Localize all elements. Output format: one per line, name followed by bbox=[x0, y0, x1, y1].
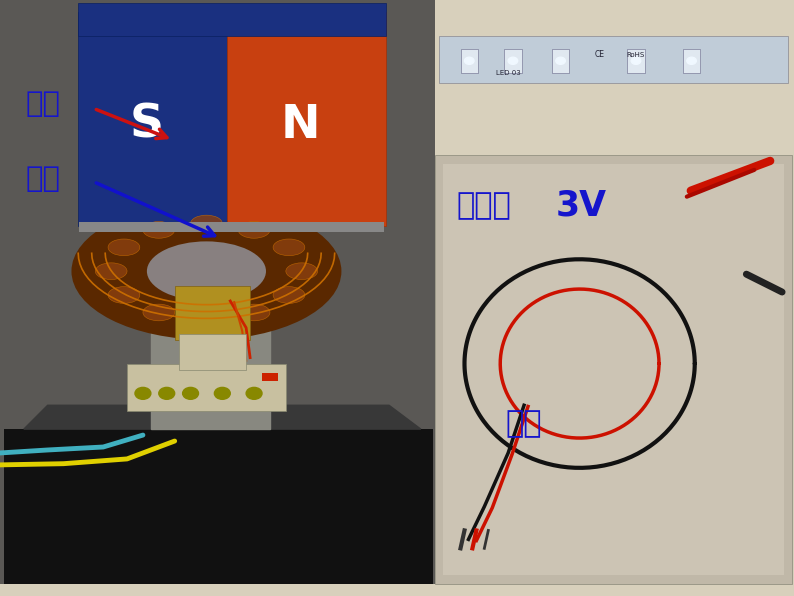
Bar bbox=[504, 49, 522, 73]
Text: S: S bbox=[130, 103, 164, 148]
Ellipse shape bbox=[147, 241, 266, 301]
Text: CE: CE bbox=[595, 50, 604, 60]
Bar bbox=[4, 429, 433, 584]
Ellipse shape bbox=[95, 263, 127, 280]
Bar bbox=[683, 49, 700, 73]
Bar bbox=[78, 12, 227, 226]
Text: N: N bbox=[280, 103, 320, 148]
Bar bbox=[627, 49, 645, 73]
Bar bbox=[443, 164, 784, 575]
Bar bbox=[179, 334, 246, 370]
Bar bbox=[79, 222, 384, 232]
Circle shape bbox=[135, 387, 151, 399]
Ellipse shape bbox=[108, 287, 140, 303]
Circle shape bbox=[464, 57, 474, 64]
Text: 线圈: 线圈 bbox=[25, 165, 60, 193]
Ellipse shape bbox=[238, 222, 270, 238]
Bar bbox=[227, 12, 386, 226]
Bar bbox=[0, 0, 435, 584]
Ellipse shape bbox=[143, 304, 175, 321]
Bar bbox=[175, 286, 250, 340]
Bar bbox=[435, 155, 792, 584]
Ellipse shape bbox=[273, 287, 305, 303]
Text: 导线: 导线 bbox=[506, 409, 542, 437]
Ellipse shape bbox=[191, 311, 222, 327]
Bar bbox=[439, 36, 788, 83]
Circle shape bbox=[159, 387, 175, 399]
Bar bbox=[262, 372, 278, 381]
Ellipse shape bbox=[238, 304, 270, 321]
Bar bbox=[552, 49, 569, 73]
Circle shape bbox=[183, 387, 198, 399]
Polygon shape bbox=[151, 304, 270, 429]
Text: 磁铁: 磁铁 bbox=[25, 91, 60, 118]
Text: 3V: 3V bbox=[556, 188, 607, 223]
Ellipse shape bbox=[286, 263, 318, 280]
Text: RoHS: RoHS bbox=[626, 52, 644, 58]
Ellipse shape bbox=[71, 203, 341, 340]
Circle shape bbox=[246, 387, 262, 399]
Circle shape bbox=[508, 57, 518, 64]
Ellipse shape bbox=[143, 222, 175, 238]
Text: LED 03: LED 03 bbox=[495, 70, 521, 76]
Circle shape bbox=[687, 57, 696, 64]
Ellipse shape bbox=[108, 239, 140, 256]
Circle shape bbox=[556, 57, 565, 64]
Circle shape bbox=[631, 57, 641, 64]
Circle shape bbox=[214, 387, 230, 399]
Bar bbox=[127, 364, 286, 411]
Ellipse shape bbox=[273, 239, 305, 256]
Bar bbox=[461, 49, 478, 73]
Text: 小电灯: 小电灯 bbox=[457, 191, 511, 220]
Ellipse shape bbox=[191, 215, 222, 232]
Bar bbox=[78, 3, 386, 36]
Polygon shape bbox=[24, 405, 421, 429]
